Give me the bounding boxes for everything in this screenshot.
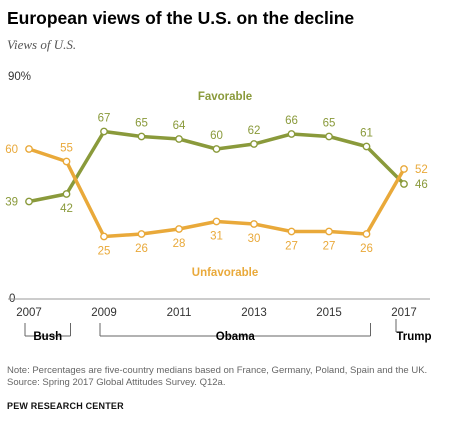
data-label: 26 bbox=[360, 243, 373, 255]
chart-title: European views of the U.S. on the declin… bbox=[7, 8, 355, 28]
data-point bbox=[137, 230, 146, 238]
data-point bbox=[362, 230, 371, 238]
data-label: 26 bbox=[135, 243, 148, 255]
x-tick-label: 2009 bbox=[91, 307, 117, 319]
data-point bbox=[100, 232, 108, 241]
chart-note: Note: Percentages are five-country media… bbox=[7, 365, 447, 389]
data-label: 52 bbox=[415, 164, 428, 176]
period-label-trump: Trump bbox=[396, 331, 431, 343]
publisher-credit: PEW RESEARCH CENTER bbox=[7, 401, 124, 411]
data-label: 46 bbox=[415, 179, 428, 191]
data-point bbox=[362, 142, 371, 151]
data-label: 60 bbox=[210, 130, 223, 142]
line-chart: 90% 0 2007 2009 2011 2013 2015 2017 Bush Obama… bbox=[5, 71, 432, 343]
x-tick-label: 2011 bbox=[167, 307, 192, 319]
data-label: 42 bbox=[60, 203, 73, 215]
data-point bbox=[287, 130, 296, 138]
source-line: Source: Spring 2017 Global Attitudes Sur… bbox=[7, 377, 226, 388]
data-label: 65 bbox=[135, 118, 148, 130]
data-label: 64 bbox=[173, 120, 186, 132]
data-point bbox=[250, 140, 258, 148]
x-tick-label: 2013 bbox=[241, 307, 267, 319]
chart-subtitle: Views of U.S. bbox=[7, 37, 77, 52]
data-point bbox=[25, 145, 33, 153]
data-point bbox=[137, 132, 146, 141]
x-tick-label: 2007 bbox=[16, 307, 42, 319]
note-line: Note: Percentages are five-country media… bbox=[7, 365, 428, 376]
data-labels: 39 60 42 55 67 25 65 26 64 28 60 31 62 30 66 27 65 27 61 26… bbox=[5, 113, 428, 258]
data-point bbox=[325, 227, 333, 236]
y-tick-top: 90% bbox=[8, 71, 31, 83]
data-label: 27 bbox=[285, 241, 298, 253]
data-label: 67 bbox=[98, 113, 111, 125]
data-label: 66 bbox=[285, 115, 298, 127]
series-name-unfavorable: Unfavorable bbox=[192, 267, 258, 279]
data-label: 60 bbox=[5, 144, 18, 156]
data-point bbox=[212, 145, 221, 153]
data-label: 25 bbox=[98, 246, 111, 258]
data-point bbox=[175, 225, 183, 233]
series-name-favorable: Favorable bbox=[198, 91, 252, 103]
series-points bbox=[25, 127, 408, 241]
data-point bbox=[62, 157, 71, 166]
data-point bbox=[62, 190, 71, 198]
x-tick-label: 2015 bbox=[316, 307, 342, 319]
data-label: 30 bbox=[248, 233, 261, 245]
data-label: 55 bbox=[60, 143, 73, 155]
data-label: 61 bbox=[360, 128, 373, 140]
data-point bbox=[400, 165, 408, 173]
data-point bbox=[25, 197, 33, 206]
data-label: 62 bbox=[248, 125, 261, 137]
data-label: 31 bbox=[210, 231, 223, 243]
x-tick-label: 2017 bbox=[391, 307, 417, 319]
x-tick-group: 2007 2009 2011 2013 2015 2017 bbox=[16, 307, 417, 319]
data-label: 27 bbox=[323, 241, 336, 253]
data-point bbox=[100, 127, 108, 136]
period-label-obama: Obama bbox=[216, 331, 256, 343]
period-brackets: Bush Obama Trump bbox=[24, 319, 432, 343]
data-label: 28 bbox=[173, 238, 186, 250]
data-point bbox=[400, 180, 408, 188]
data-point bbox=[175, 135, 183, 143]
data-point bbox=[212, 217, 221, 226]
data-label: 65 bbox=[323, 118, 336, 130]
data-point bbox=[325, 132, 333, 141]
period-label-bush: Bush bbox=[33, 331, 62, 343]
data-label: 39 bbox=[5, 197, 18, 209]
series-line-favorable bbox=[27, 129, 406, 204]
data-point bbox=[250, 220, 258, 228]
data-point bbox=[287, 227, 296, 236]
